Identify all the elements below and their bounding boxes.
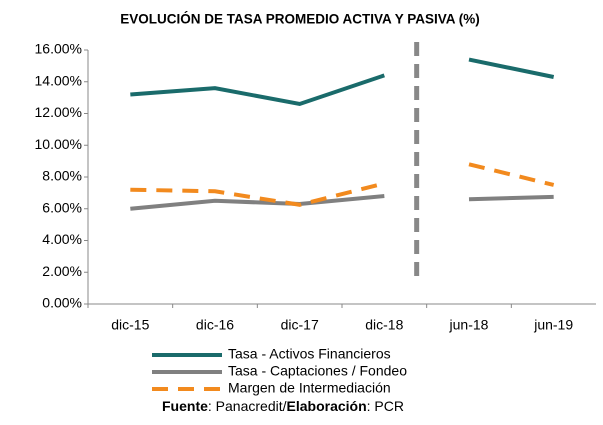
y-tick-label: 2.00%	[42, 263, 82, 279]
series-line	[130, 181, 385, 207]
y-tick-label: 10.00%	[35, 136, 82, 152]
y-tick-label: 0.00%	[42, 295, 82, 311]
chart-title: EVOLUCIÓN DE TASA PROMEDIO ACTIVA Y PASI…	[120, 12, 480, 27]
series-line	[130, 194, 385, 211]
series-line	[130, 73, 385, 107]
footer-part: : PCR	[367, 398, 404, 414]
x-tick-label: dic-18	[365, 317, 403, 333]
footer-part: : Panacredit/	[208, 398, 287, 414]
series-line	[468, 194, 554, 202]
legend-label: Tasa - Captaciones / Fondeo	[228, 363, 407, 379]
footer-part: Elaboración	[287, 398, 367, 414]
legend-label: Margen de Intermediación	[228, 380, 391, 396]
y-tick-label: 4.00%	[42, 231, 82, 247]
footer-part: Fuente	[162, 398, 208, 414]
x-tick-label: dic-17	[281, 317, 319, 333]
y-tick-label: 12.00%	[35, 104, 82, 120]
y-tick-label: 8.00%	[42, 168, 82, 184]
series-line	[468, 162, 555, 187]
x-tick-label: jun-18	[449, 317, 489, 333]
footer: Fuente: Panacredit/Elaboración: PCR	[162, 398, 404, 414]
x-tick-label: dic-16	[196, 317, 234, 333]
y-tick-label: 6.00%	[42, 199, 82, 215]
legend-label: Tasa - Activos Financieros	[228, 346, 391, 362]
x-tick-label: jun-19	[533, 317, 573, 333]
y-tick-label: 14.00%	[35, 72, 82, 88]
y-tick-label: 16.00%	[35, 41, 82, 57]
x-tick-label: dic-15	[111, 317, 149, 333]
series-line	[468, 57, 555, 79]
